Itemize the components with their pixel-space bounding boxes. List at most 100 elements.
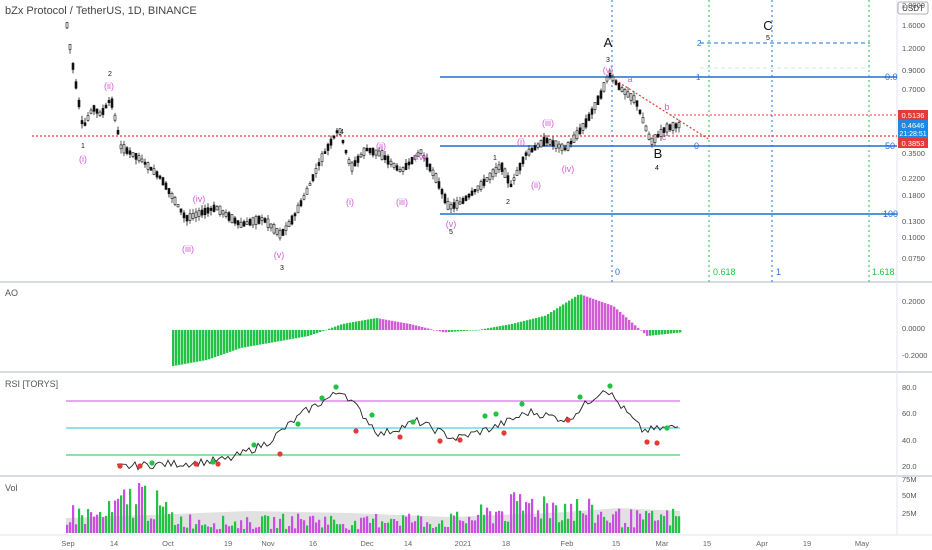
candle	[80, 120, 84, 124]
candle	[485, 177, 489, 182]
candle	[95, 108, 99, 114]
ao-bar	[271, 330, 274, 343]
candle	[569, 140, 573, 145]
volume-bar	[198, 519, 201, 533]
candle	[266, 218, 270, 228]
candle	[671, 122, 675, 131]
candle	[476, 185, 480, 191]
time-axis-tick: 15	[612, 539, 620, 548]
ao-bar	[265, 330, 268, 344]
ao-axis-tick: -0.2000	[902, 351, 927, 360]
candle	[284, 225, 288, 231]
volume-bar	[663, 516, 666, 533]
candle	[104, 104, 108, 109]
currency-badge[interactable]	[897, 1, 929, 15]
volume-bar	[639, 513, 642, 533]
candle	[98, 111, 102, 117]
volume-bar	[285, 528, 288, 533]
ao-bar	[205, 330, 208, 361]
candle	[125, 147, 129, 154]
volume-bar	[129, 488, 132, 533]
rsi-signal-dot	[137, 463, 143, 469]
ao-bar	[622, 314, 625, 330]
fib-left-label: 0	[694, 141, 699, 151]
volume-bar	[126, 504, 129, 533]
volume-bar	[618, 508, 621, 533]
candle	[122, 144, 126, 154]
volume-bar	[132, 517, 135, 533]
ao-bar	[364, 319, 367, 330]
ao-bar	[334, 326, 337, 330]
candle	[659, 129, 663, 137]
time-axis-tick: Feb	[561, 539, 574, 548]
ao-bar	[199, 330, 202, 362]
ao-bar	[367, 319, 370, 330]
ao-bar	[289, 330, 292, 340]
candle	[317, 162, 321, 166]
ao-bar	[322, 330, 325, 331]
rsi-axis: 80.0 60.0 40.0 20.0	[902, 383, 917, 471]
volume-bar	[195, 524, 198, 533]
ao-bar	[274, 330, 277, 342]
wave-label-big: A	[604, 35, 613, 50]
wave-label-sub: (iv)	[193, 194, 206, 204]
ao-bar	[661, 330, 664, 335]
candle	[314, 168, 318, 174]
volume-bar	[228, 526, 231, 533]
volume-bar	[579, 510, 582, 533]
vol-axis-tick: 50M	[902, 491, 917, 500]
ao-bar	[346, 323, 349, 330]
candle	[557, 143, 561, 149]
ao-bar	[583, 295, 586, 330]
candle	[329, 138, 333, 146]
candle	[617, 82, 621, 90]
countdown-label: 21:28:51	[899, 131, 926, 138]
candle	[611, 76, 615, 82]
candle	[233, 217, 237, 224]
volume-bar	[270, 528, 273, 533]
volume-bar	[519, 494, 522, 533]
candle	[248, 219, 252, 226]
lower-price-label: 0.3853	[902, 139, 925, 148]
ao-bar	[298, 330, 301, 338]
candle	[581, 123, 585, 131]
vol-axis-tick: 25M	[902, 509, 917, 518]
candle	[365, 147, 369, 152]
wave-label-big: B	[654, 146, 663, 161]
volume-bar	[453, 515, 456, 533]
volume-bar	[183, 526, 186, 533]
rsi-pane-label: RSI [TORYS]	[5, 379, 58, 389]
ao-bar	[544, 315, 547, 330]
ao-bar	[343, 323, 346, 330]
rsi-axis-tick: 40.0	[902, 436, 917, 445]
volume-bar	[546, 503, 549, 533]
volume-bar	[510, 494, 513, 533]
ao-bar	[238, 330, 241, 349]
volume-bar	[69, 522, 72, 533]
ao-bar	[349, 322, 352, 330]
volume-bar	[357, 529, 360, 533]
vol-axis-tick: 75M	[902, 475, 917, 484]
ao-bar	[220, 330, 223, 355]
candle	[380, 150, 384, 160]
ao-bar	[547, 314, 550, 330]
fib-50-label: 50	[885, 141, 895, 151]
volume-bar	[237, 528, 240, 533]
candle	[545, 137, 549, 144]
ao-bar	[256, 330, 259, 346]
volume-bar	[75, 524, 78, 533]
volume-bar	[567, 518, 570, 533]
candle	[143, 161, 147, 165]
volume-bar	[513, 492, 516, 533]
rsi-signal-dot	[353, 428, 359, 434]
volume-bar	[483, 514, 486, 533]
candle	[374, 149, 378, 156]
volume-bar	[117, 498, 120, 533]
candle	[209, 207, 213, 211]
volume-bar	[114, 500, 117, 533]
upper-price-label: 0.5136	[902, 111, 925, 120]
candle	[452, 202, 456, 209]
volume-bar	[603, 516, 606, 533]
volume-bar	[531, 498, 534, 533]
